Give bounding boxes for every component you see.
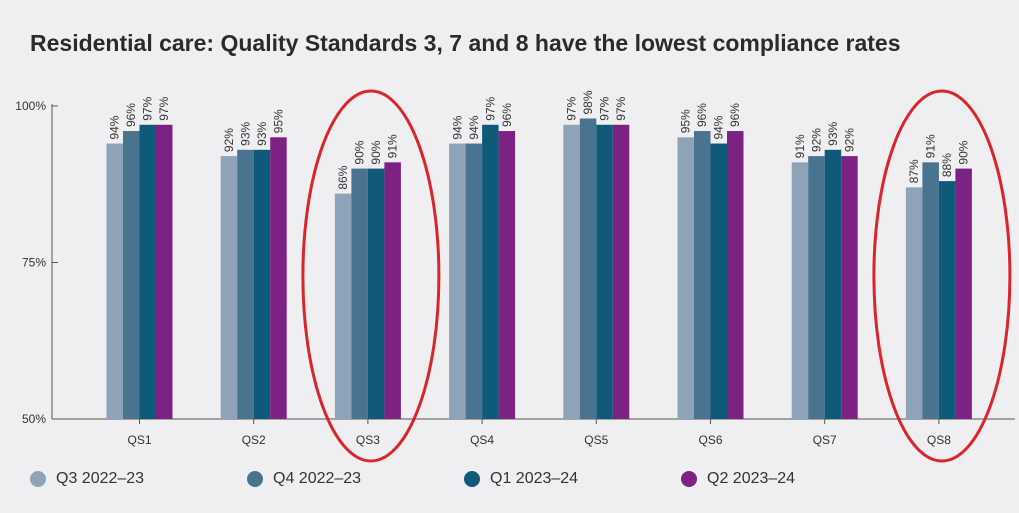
bar — [563, 124, 580, 419]
bar — [106, 143, 123, 419]
bar — [596, 124, 613, 419]
bar — [482, 124, 499, 419]
bar — [253, 149, 271, 419]
bar — [334, 193, 352, 419]
data-label: 97% — [614, 96, 628, 120]
data-label: 97% — [565, 96, 579, 120]
category-label: QS4 — [470, 433, 494, 447]
data-label: 95% — [679, 109, 693, 133]
legend-label: Q4 2022–23 — [273, 470, 362, 487]
bar — [270, 137, 287, 420]
data-label: 90% — [353, 140, 367, 164]
bar — [710, 143, 727, 419]
category-label: QS8 — [927, 433, 951, 447]
data-label: 91% — [924, 134, 938, 158]
category-label: QS5 — [584, 433, 608, 447]
legend-item: Q4 2022–23 — [247, 470, 464, 488]
data-label: 91% — [793, 134, 807, 158]
category-label: QS7 — [813, 433, 837, 447]
bar — [824, 149, 842, 419]
bar — [677, 137, 694, 420]
bar — [384, 162, 401, 419]
data-label: 98% — [581, 90, 595, 114]
data-label: 97% — [598, 96, 612, 120]
data-label: 87% — [907, 159, 921, 183]
legend-item: Q3 2022–23 — [30, 470, 247, 488]
data-label: 92% — [222, 128, 236, 152]
data-label: 90% — [957, 140, 971, 164]
legend-label: Q1 2023–24 — [490, 470, 579, 487]
category-label: QS3 — [356, 433, 380, 447]
bar — [694, 131, 711, 420]
bar — [808, 156, 825, 419]
legend-item: Q1 2023–24 — [464, 470, 681, 488]
data-label: 96% — [728, 103, 742, 127]
legend-swatch — [247, 471, 263, 487]
legend-label: Q3 2022–23 — [56, 470, 145, 487]
data-label: 88% — [940, 153, 954, 177]
data-label: 95% — [271, 109, 285, 133]
data-label: 96% — [124, 103, 138, 127]
data-label: 93% — [238, 121, 252, 145]
bar — [237, 149, 254, 419]
category-label: QS6 — [698, 433, 722, 447]
bar — [612, 124, 630, 419]
data-label: 92% — [842, 128, 856, 152]
legend: Q3 2022–23 Q4 2022–23 Q1 2023–24 Q2 2023–24 — [30, 470, 898, 488]
data-label: 94% — [467, 115, 481, 139]
category-label: QS1 — [127, 433, 151, 447]
y-tick-label: 100% — [15, 99, 46, 113]
bar — [727, 131, 744, 420]
bar — [367, 168, 385, 419]
legend-swatch — [681, 471, 697, 487]
bar — [579, 118, 597, 420]
y-tick-label: 75% — [22, 256, 46, 270]
legend-label: Q2 2023–24 — [707, 470, 796, 487]
data-label: 93% — [255, 121, 269, 145]
bar — [139, 124, 156, 419]
data-label: 96% — [695, 103, 709, 127]
data-label: 96% — [500, 103, 514, 127]
bar — [955, 168, 972, 419]
data-label: 97% — [141, 96, 155, 120]
data-label: 93% — [826, 121, 840, 145]
bar — [351, 168, 368, 419]
bar — [156, 124, 173, 419]
legend-swatch — [464, 471, 480, 487]
data-label: 92% — [809, 128, 823, 152]
category-label: QS2 — [242, 433, 266, 447]
chart-title: Residential care: Quality Standards 3, 7… — [30, 30, 901, 56]
highlight-ellipse — [872, 89, 1012, 463]
data-label: 90% — [369, 140, 383, 164]
bar — [498, 131, 516, 420]
data-label: 94% — [108, 115, 122, 139]
bar — [465, 143, 483, 419]
highlight-ellipse — [301, 89, 441, 463]
bar — [791, 162, 809, 419]
legend-swatch — [30, 471, 46, 487]
bar — [922, 162, 939, 419]
bar — [841, 156, 858, 419]
bar — [449, 143, 466, 419]
y-tick-label: 50% — [22, 412, 46, 426]
bar — [123, 131, 140, 420]
data-label: 97% — [157, 96, 171, 120]
data-label: 91% — [386, 134, 400, 158]
data-label: 94% — [712, 115, 726, 139]
data-label: 97% — [483, 96, 497, 120]
legend-item: Q2 2023–24 — [681, 470, 898, 488]
bar — [220, 156, 238, 419]
data-label: 94% — [450, 115, 464, 139]
data-label: 86% — [336, 165, 350, 189]
bar — [938, 181, 956, 419]
bar — [905, 187, 923, 419]
